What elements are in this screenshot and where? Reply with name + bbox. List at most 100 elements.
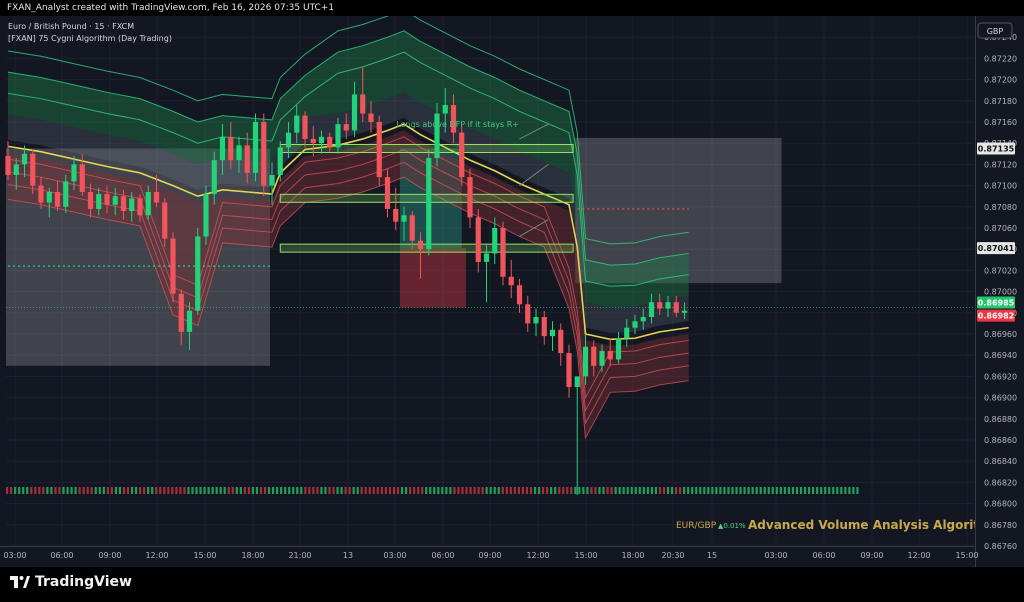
volume-bar xyxy=(58,487,61,494)
volume-bar xyxy=(771,487,774,494)
upper-band-line xyxy=(7,51,689,287)
volume-bar xyxy=(590,487,593,494)
candle-body xyxy=(632,321,638,328)
volume-bar xyxy=(445,487,448,494)
candle xyxy=(120,189,127,220)
candle-body xyxy=(302,115,308,139)
currency-badge[interactable]: GBP xyxy=(977,22,1013,39)
candle-body xyxy=(211,160,217,195)
volume-bar xyxy=(533,487,537,494)
indicator-line[interactable]: [FXAN] 75 Cygni Algorithm (Day Trading) xyxy=(8,34,172,43)
time-tick-label: 15:00 xyxy=(574,551,597,560)
volume-bar xyxy=(18,487,21,494)
volume-bar xyxy=(344,487,347,494)
price-tick-label: 0.86880 xyxy=(984,415,1017,424)
volume-bar xyxy=(46,487,49,494)
candle xyxy=(624,319,630,347)
volume-bar xyxy=(775,487,778,494)
price-chart[interactable]: Longs above DFP if it stays R+ Euro / Br… xyxy=(0,16,1024,567)
volume-bar xyxy=(396,487,400,494)
volume-bar xyxy=(263,487,267,494)
lower-band-line xyxy=(7,176,689,440)
candle-body xyxy=(30,153,36,186)
candle xyxy=(13,158,19,190)
candle-body xyxy=(467,177,473,218)
lower-band-line xyxy=(7,136,689,400)
volume-bar xyxy=(78,487,81,494)
candle-body xyxy=(574,376,580,387)
volume-bar xyxy=(175,487,178,494)
projection-arrow xyxy=(519,219,549,237)
price-axis-background xyxy=(976,16,1024,567)
candle xyxy=(219,124,226,175)
volume-bar xyxy=(284,487,287,494)
volume-bar xyxy=(622,487,625,494)
volume-bar xyxy=(296,487,299,494)
volume-bar xyxy=(207,487,210,494)
candle xyxy=(599,344,605,373)
volume-bar xyxy=(646,487,649,494)
candle xyxy=(640,308,646,330)
watermark: EUR/GBP ▲0.01% Advanced Volume Analysis … xyxy=(676,518,1000,532)
volume-bar xyxy=(586,487,589,494)
zone-layer xyxy=(6,137,782,366)
projection-arrow xyxy=(519,123,549,140)
volume-bar xyxy=(151,487,154,494)
candle xyxy=(112,187,118,216)
candle xyxy=(417,232,424,279)
volume-bar xyxy=(187,487,190,494)
volume-bar xyxy=(848,487,851,494)
candle-body xyxy=(558,329,564,354)
volume-strip xyxy=(6,487,859,494)
time-tick-label: 03:00 xyxy=(764,551,787,560)
candle xyxy=(632,314,638,334)
watermark-title: Advanced Volume Analysis Algorithm xyxy=(748,518,1000,532)
candle-body xyxy=(87,191,94,209)
candle xyxy=(104,185,110,214)
volume-bar xyxy=(477,487,480,494)
candle xyxy=(285,122,292,159)
candle xyxy=(261,113,267,197)
volume-bar xyxy=(723,487,726,494)
volume-bar xyxy=(348,487,351,494)
volume-bar xyxy=(364,487,367,494)
volume-bar xyxy=(550,487,553,494)
time-tick-label: 15:00 xyxy=(955,551,978,560)
volume-bar xyxy=(320,487,323,494)
volume-bar xyxy=(380,487,383,494)
candle-body xyxy=(599,350,605,366)
volume-bar xyxy=(731,487,734,494)
volume-bar xyxy=(658,487,662,494)
time-axis[interactable]: 03:00 06:00 09:00 12:00 15:00 18:00 21:00 13 03:… xyxy=(0,546,979,561)
upper-band-line xyxy=(7,16,689,245)
candle-body xyxy=(318,136,325,144)
price-axis[interactable]: 0.872400.872200.872000.871800.871600.871… xyxy=(975,16,1024,567)
volume-bar xyxy=(38,487,41,494)
candle xyxy=(368,100,374,133)
time-tick-label: 15:00 xyxy=(193,551,216,560)
volume-bar xyxy=(856,487,859,494)
volume-bar xyxy=(626,487,629,494)
price-tick-label: 0.86800 xyxy=(984,500,1017,509)
volume-bar xyxy=(159,487,162,494)
price-label-text: 0.87135 xyxy=(978,145,1015,154)
tradingview-logo[interactable]: TradingView xyxy=(10,574,132,590)
candle xyxy=(384,168,391,218)
candle-body xyxy=(137,198,143,216)
volume-bar xyxy=(356,487,359,494)
candle-body xyxy=(269,175,275,186)
volume-bar xyxy=(582,487,585,494)
price-tick-label: 0.86960 xyxy=(984,330,1017,339)
volume-bar xyxy=(529,487,533,494)
volume-bar xyxy=(191,487,194,494)
candle xyxy=(467,168,473,228)
volume-bar xyxy=(493,487,496,494)
time-tick-label: 12:00 xyxy=(526,551,549,560)
volume-bar xyxy=(138,487,142,494)
candle-body xyxy=(450,105,457,133)
candle xyxy=(5,141,11,181)
time-tick-label: 20:30 xyxy=(661,551,684,560)
price-tick-label: 0.87220 xyxy=(984,54,1017,63)
candle-body xyxy=(508,276,514,286)
volume-bar xyxy=(844,487,847,494)
